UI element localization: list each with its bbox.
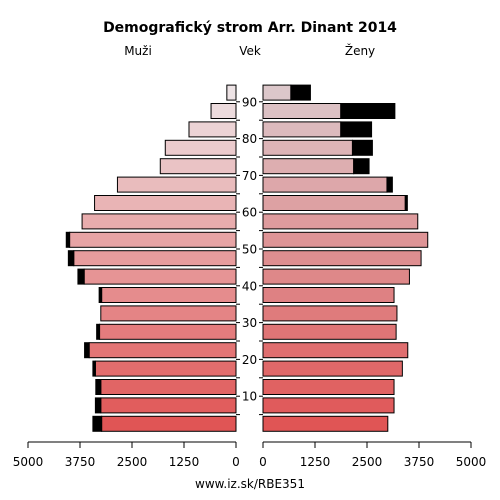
male-surplus-20-24 [84,342,90,359]
female-bar-20-24 [262,342,409,359]
female-bar-15-19 [262,360,403,377]
female-bar-70-74 [262,158,355,175]
male-bar-0-4 [101,415,237,432]
x-axes: 5000 3750 2500 1250 0 0 1250 2500 3750 5000 [13,441,487,469]
x-tick-label: 1250 [300,455,331,469]
female-bar-10-14 [262,379,395,395]
male-bar-5-9 [100,397,237,414]
male-surplus-45-49 [67,250,75,267]
age-tick-label: 30 [242,316,257,330]
male-bar-85-89 [210,103,237,119]
male-bars [65,84,237,432]
male-bar-35-39 [101,287,237,303]
male-bar-40-44 [83,268,237,285]
male-bar-80-84 [188,121,237,138]
female-bar-55-59 [262,213,419,230]
x-tick-label: 3750 [65,455,96,469]
chart-title: Demografický strom Arr. Dinant 2014 [103,20,397,36]
female-surplus-65-69 [386,176,393,193]
age-tick-label: 70 [242,169,257,183]
x-tick-label: 2500 [352,455,383,469]
female-bar-85-89 [262,103,342,119]
female-bars [262,84,429,432]
age-tick-label: 10 [242,390,257,404]
female-bar-25-29 [262,323,397,340]
male-bar-65-69 [116,176,237,193]
female-bar-5-9 [262,397,395,414]
male-surplus-0-4 [92,415,103,432]
male-surplus-50-54 [65,231,71,248]
female-surplus-85-89 [340,103,396,119]
male-surplus-40-44 [77,268,85,285]
female-surplus-80-84 [340,121,373,138]
male-bar-20-24 [88,342,237,359]
x-tick-label: 3750 [404,455,435,469]
female-bar-0-4 [262,415,389,432]
female-surplus-75-79 [351,139,373,156]
x-tick-label: 1250 [169,455,200,469]
female-bar-80-84 [262,121,342,138]
x-tick-label: 5000 [456,455,487,469]
age-label: Vek [239,44,261,58]
footer-url: www.iz.sk/RBE351 [195,477,305,491]
female-label: Ženy [345,43,375,58]
x-tick-label: 0 [259,455,267,469]
age-tick-label: 40 [242,279,257,293]
male-surplus-25-29 [96,323,101,340]
female-surplus-70-74 [353,158,370,175]
male-bar-75-79 [164,139,237,156]
male-bar-70-74 [159,158,237,175]
age-tick-label: 20 [242,353,257,367]
age-tick-label: 60 [242,206,257,220]
female-bar-45-49 [262,250,422,267]
male-surplus-35-39 [98,287,103,303]
male-bar-10-14 [100,379,237,395]
female-bar-50-54 [262,231,429,248]
x-tick-label: 2500 [117,455,148,469]
male-bar-55-59 [81,213,237,230]
female-bar-30-34 [262,305,398,322]
age-tick-label: 90 [242,95,257,109]
age-tick-label: 50 [242,243,257,257]
age-tick-label: 80 [242,132,257,146]
x-tick-label: 5000 [13,455,44,469]
age-axis: 10 20 30 40 50 60 70 80 90 [236,95,263,416]
male-bar-30-34 [100,305,237,322]
female-bar-60-64 [262,195,406,211]
male-bar-60-64 [94,195,237,211]
male-bar-25-29 [99,323,237,340]
male-bar-15-19 [94,360,237,377]
female-surplus-90-94 [290,84,311,101]
female-bar-65-69 [262,176,388,193]
male-bar-50-54 [69,231,237,248]
female-bar-75-79 [262,139,353,156]
x-tick-label: 0 [232,455,240,469]
male-surplus-15-19 [92,360,96,377]
male-surplus-5-9 [94,397,102,414]
female-bar-40-44 [262,268,410,285]
male-bar-90-94 [226,84,237,101]
female-bar-90-94 [262,84,292,101]
male-label: Muži [124,44,152,58]
female-surplus-60-64 [404,195,408,211]
female-bar-35-39 [262,287,395,303]
male-surplus-10-14 [95,379,102,395]
male-bar-45-49 [73,250,237,267]
